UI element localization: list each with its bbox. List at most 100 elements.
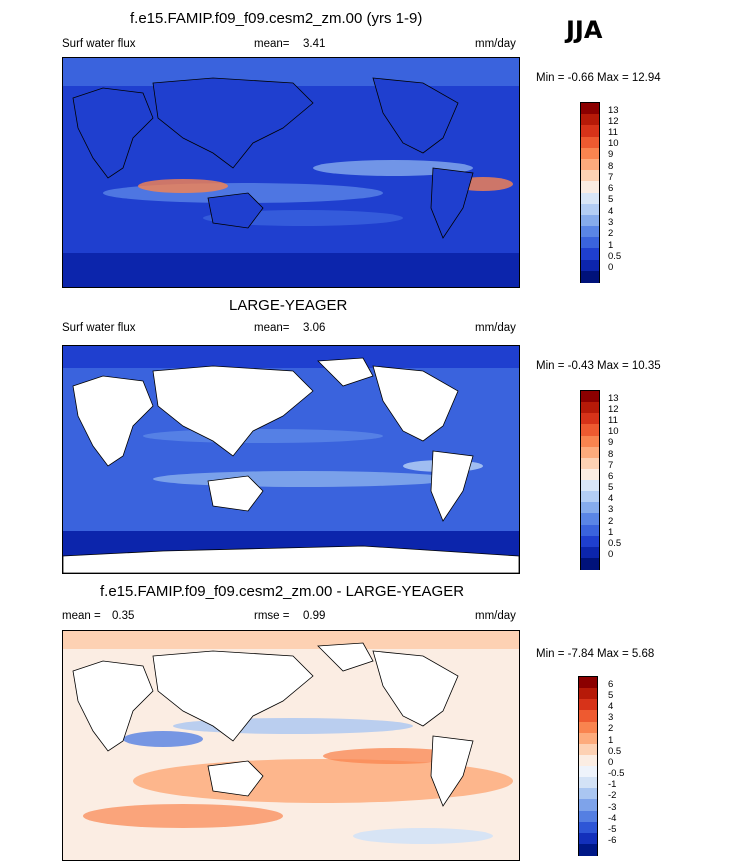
colorbar-swatch (581, 546, 599, 559)
colorbar-swatch (581, 535, 599, 548)
panel2-tick-8: 5 (608, 482, 614, 493)
colorbar-swatch (581, 181, 599, 194)
colorbar-swatch (581, 457, 599, 470)
colorbar-swatch (581, 402, 599, 415)
panel1-tick-12: 1 (608, 240, 614, 251)
colorbar-swatch (579, 799, 597, 812)
panel3-tick-1: 5 (608, 690, 614, 701)
panel1-tick-10: 3 (608, 217, 614, 228)
colorbar-swatch (579, 821, 597, 834)
colorbar-swatch (579, 766, 597, 778)
panel1-map (62, 57, 520, 288)
colorbar-swatch (581, 413, 599, 426)
colorbar-swatch (579, 810, 597, 823)
colorbar-swatch (581, 259, 599, 272)
panel3-map (62, 630, 520, 861)
panel3-tick-13: -5 (608, 824, 617, 835)
panel2-colorbar: 13 12 11 10 9 8 7 6 5 4 3 2 1 0.5 0 (580, 390, 621, 570)
colorbar-swatch (579, 788, 597, 801)
panel3-tick-10: -2 (608, 790, 617, 801)
panel3-tick-2: 4 (608, 701, 614, 712)
colorbar-swatch (581, 446, 599, 459)
panel3-tick-7: 0 (608, 757, 614, 768)
colorbar-swatch (581, 125, 599, 138)
panel2-mean-value: 3.06 (303, 322, 326, 334)
panel3-colorbar: 6 5 4 3 2 1 0.5 0 -0.5 -1 -2 -3 -4 -5 -6 (578, 676, 624, 856)
panel1-tick-5: 8 (608, 161, 614, 172)
panel1-tick-14: 0 (608, 262, 614, 273)
panel1-tick-6: 7 (608, 172, 614, 183)
colorbar-swatch (581, 147, 599, 160)
colorbar-swatch (579, 688, 597, 701)
colorbar-swatch (579, 754, 597, 767)
colorbar-swatch (581, 491, 599, 504)
colorbar-swatch (581, 226, 599, 239)
colorbar-swatch (581, 468, 599, 481)
colorbar-swatch (581, 502, 599, 515)
panel2-tick-2: 11 (608, 415, 618, 426)
colorbar-swatch (581, 237, 599, 250)
colorbar-swatch (581, 214, 599, 227)
colorbar-swatch (579, 843, 597, 856)
panel3-rmse-value: 0.99 (303, 610, 326, 622)
panel1-colorbar: 13 12 11 10 9 8 7 6 5 4 3 2 1 0.5 0 (580, 102, 621, 283)
panel3-tick-9: -1 (608, 779, 617, 790)
panel1-minmax: Min = -0.66 Max = 12.94 (536, 72, 661, 84)
panel1-tick-7: 6 (608, 183, 614, 194)
colorbar-swatch (579, 732, 597, 745)
panel3-mean-value: 0.35 (112, 610, 135, 622)
colorbar-swatch (581, 424, 599, 437)
panel1-tick-11: 2 (608, 228, 614, 239)
panel2-tick-9: 4 (608, 493, 614, 504)
panel3-tick-0: 6 (608, 679, 614, 690)
colorbar-swatch (579, 832, 597, 845)
panel1-title: f.e15.FAMIP.f09_f09.cesm2_zm.00 (yrs 1-9… (130, 10, 423, 27)
panel2-minmax: Min = -0.43 Max = 10.35 (536, 360, 661, 372)
colorbar-swatch (579, 777, 597, 790)
panel3-colorbar-swatches (578, 676, 598, 856)
colorbar-swatch (581, 524, 599, 537)
colorbar-swatch (581, 480, 599, 492)
panel2-tick-1: 12 (608, 404, 619, 415)
panel2-tick-10: 3 (608, 504, 614, 515)
panel3-tick-5: 1 (608, 735, 614, 746)
colorbar-swatch (581, 103, 599, 115)
panel2-tick-13: 0.5 (608, 538, 622, 549)
panel1-tick-1: 12 (608, 116, 619, 127)
panel1-tick-2: 11 (608, 127, 618, 138)
panel2-tick-12: 1 (608, 527, 614, 538)
panel2-mean-label: mean= (254, 322, 290, 334)
panel3-tick-12: -4 (608, 813, 617, 824)
panel1-tick-3: 10 (608, 138, 619, 149)
colorbar-swatch (581, 170, 599, 183)
panel2-tick-3: 10 (608, 426, 619, 437)
colorbar-swatch (581, 192, 599, 205)
panel2-tick-6: 7 (608, 460, 614, 471)
panel3-units: mm/day (475, 610, 516, 622)
colorbar-swatch (581, 557, 599, 570)
colorbar-swatch (579, 721, 597, 734)
panel3-rmse-label: rmse = (254, 610, 290, 622)
panel1-tick-0: 13 (608, 105, 619, 116)
colorbar-swatch (581, 203, 599, 216)
colorbar-swatch (581, 391, 599, 403)
colorbar-swatch (581, 114, 599, 127)
panel1-mean-label: mean= (254, 38, 290, 50)
panel1-units: mm/day (475, 38, 516, 50)
colorbar-swatch (579, 677, 597, 689)
panel3-tick-6: 0.5 (608, 746, 622, 757)
panel2-tick-0: 13 (608, 393, 619, 404)
colorbar-swatch (581, 270, 599, 283)
panel2-tick-11: 2 (608, 516, 614, 527)
panel2-tick-14: 0 (608, 549, 614, 560)
panel1-mean-value: 3.41 (303, 38, 326, 50)
panel1-tick-13: 0.5 (608, 251, 622, 262)
colorbar-swatch (581, 158, 599, 171)
panel1-tick-9: 4 (608, 206, 614, 217)
panel3-mean-label: mean = (62, 610, 101, 622)
panel2-tick-7: 6 (608, 471, 614, 482)
colorbar-swatch (581, 248, 599, 261)
panel1-tick-8: 5 (608, 194, 614, 205)
colorbar-swatch (579, 699, 597, 712)
panel1-colorbar-swatches (580, 102, 600, 283)
